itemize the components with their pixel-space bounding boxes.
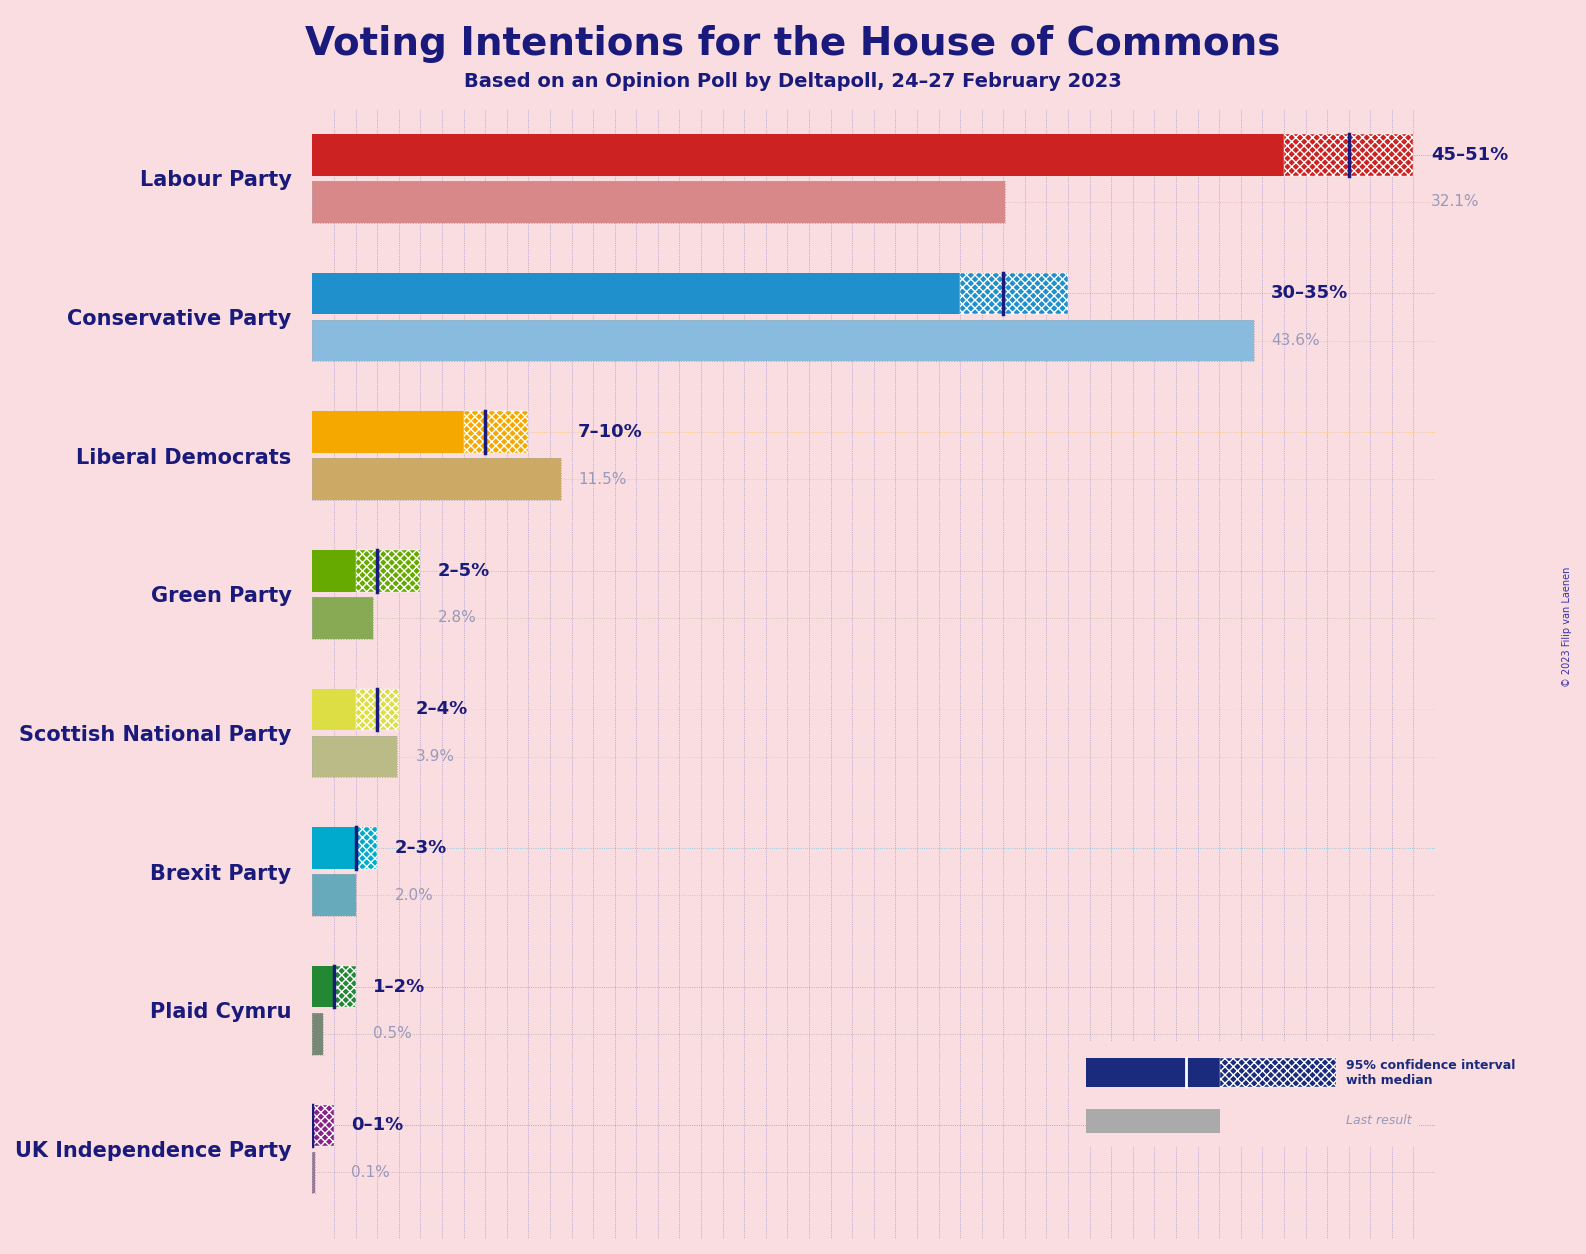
Bar [312,272,960,315]
Bar [312,1013,324,1055]
Text: 2.0%: 2.0% [395,888,433,903]
Bar [312,874,355,915]
Bar [312,320,1253,361]
Bar [312,1151,314,1194]
Text: Last result: Last result [1347,1115,1412,1127]
Text: 1–2%: 1–2% [373,978,425,996]
Text: 0.5%: 0.5% [373,1026,412,1041]
Text: 0.1%: 0.1% [352,1165,390,1180]
Bar [355,551,420,592]
Text: 30–35%: 30–35% [1270,285,1348,302]
Text: 2–3%: 2–3% [395,839,447,856]
Bar [312,459,561,500]
Bar [312,181,1006,223]
Text: 2–4%: 2–4% [416,701,468,719]
Bar [312,736,396,777]
Text: 2–5%: 2–5% [438,562,490,579]
Bar [312,320,1253,361]
Bar [312,181,1006,223]
Bar [463,411,528,453]
Bar [312,1151,314,1194]
Bar [960,272,1067,315]
Text: 43.6%: 43.6% [1270,334,1320,349]
Bar [312,1105,335,1146]
Bar [312,966,335,1007]
Text: 11.5%: 11.5% [577,472,626,487]
Bar [1220,1058,1335,1087]
Bar [312,828,355,869]
Text: 45–51%: 45–51% [1431,145,1508,164]
Text: 7–10%: 7–10% [577,423,642,441]
Text: 2.8%: 2.8% [438,611,476,626]
Bar [312,688,355,730]
Text: 3.9%: 3.9% [416,749,455,764]
Text: Based on an Opinion Poll by Deltapoll, 24–27 February 2023: Based on an Opinion Poll by Deltapoll, 2… [465,71,1121,92]
Text: 95% confidence interval
with median: 95% confidence interval with median [1347,1058,1516,1087]
Bar [312,874,355,915]
Bar [312,597,373,638]
Bar [312,551,355,592]
Text: 32.1%: 32.1% [1431,194,1480,209]
Bar [355,688,398,730]
Bar [312,597,373,638]
Bar [312,134,1285,176]
Bar [355,828,377,869]
Bar [1285,134,1413,176]
Bar [1086,1109,1220,1132]
Bar [312,459,561,500]
Bar [335,966,355,1007]
Bar [312,1013,324,1055]
Text: © 2023 Filip van Laenen: © 2023 Filip van Laenen [1562,567,1572,687]
Text: 0–1%: 0–1% [352,1116,403,1135]
Text: Voting Intentions for the House of Commons: Voting Intentions for the House of Commo… [306,25,1280,63]
Bar [312,411,463,453]
Bar [312,736,396,777]
Bar [1086,1058,1220,1087]
